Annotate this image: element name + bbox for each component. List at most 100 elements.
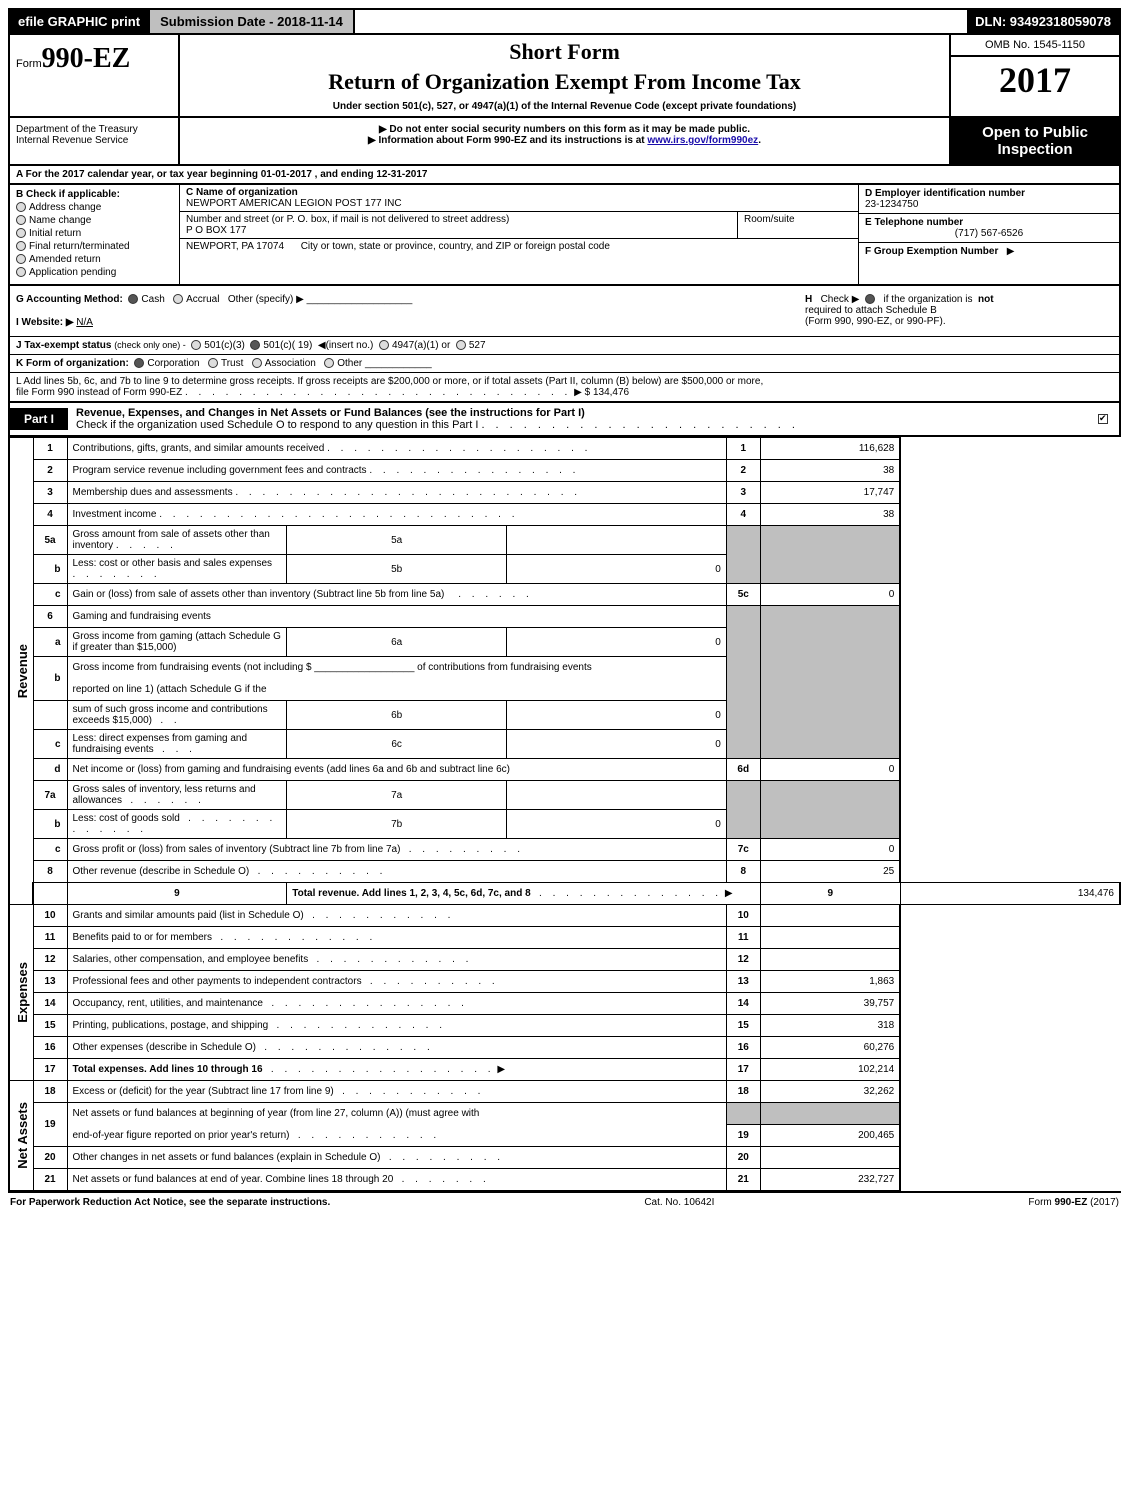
amt-7c: 0	[760, 839, 900, 861]
desc-15: Printing, publications, postage, and shi…	[67, 1015, 726, 1037]
table-row: Expenses 10 Grants and similar amounts p…	[9, 905, 1120, 927]
table-row: 9 Total revenue. Add lines 1, 2, 3, 4, 5…	[9, 883, 1120, 905]
h-not: not	[975, 294, 993, 305]
box-5b: 5b	[287, 555, 507, 584]
table-row: 21 Net assets or fund balances at end of…	[9, 1169, 1120, 1191]
l-text2: file Form 990 instead of Form 990-EZ	[16, 387, 182, 398]
chk-name-change[interactable]: Name change	[16, 215, 173, 226]
amt-15: 318	[760, 1015, 900, 1037]
num-7ab-shade	[726, 781, 760, 839]
table-row: 13 Professional fees and other payments …	[9, 971, 1120, 993]
num-21: 21	[726, 1169, 760, 1191]
desc-7c: Gross profit or (loss) from sales of inv…	[67, 839, 726, 861]
box-6b: 6b	[287, 701, 507, 730]
desc-6a: Gross income from gaming (attach Schedul…	[67, 628, 287, 657]
radio-accrual[interactable]	[173, 294, 183, 304]
num-15: 15	[726, 1015, 760, 1037]
radio-other[interactable]	[324, 358, 334, 368]
side-revenue: Revenue	[9, 438, 33, 905]
part-i-title: Revenue, Expenses, and Changes in Net As…	[68, 403, 1090, 435]
num-6d: 6d	[726, 759, 760, 781]
ln-5a: 5a	[33, 526, 67, 555]
g-other: Other (specify) ▶	[228, 294, 304, 305]
a-mid: , and ending	[315, 169, 377, 180]
k-trust: Trust	[221, 358, 243, 369]
h-checkbox[interactable]	[865, 294, 875, 304]
part-i-checkbox[interactable]	[1090, 409, 1119, 429]
num-19: 19	[726, 1125, 760, 1147]
e-label: E Telephone number	[865, 217, 1113, 228]
chk-final-return[interactable]: Final return/terminated	[16, 241, 173, 252]
chk-application-pending[interactable]: Application pending	[16, 267, 173, 278]
desc-6b-3: sum of such gross income and contributio…	[67, 701, 287, 730]
page-footer: For Paperwork Reduction Act Notice, see …	[8, 1191, 1121, 1212]
radio-501c3[interactable]	[191, 340, 201, 350]
box-5a: 5a	[287, 526, 507, 555]
num-14: 14	[726, 993, 760, 1015]
ln-5c: c	[33, 584, 67, 606]
desc-12: Salaries, other compensation, and employ…	[67, 949, 726, 971]
form-header: Form990-EZ Short Form Return of Organiza…	[8, 35, 1121, 118]
table-row: c Gross profit or (loss) from sales of i…	[9, 839, 1120, 861]
instruction-1: ▶ Do not enter social security numbers o…	[186, 124, 943, 135]
radio-corp[interactable]	[134, 358, 144, 368]
num-16: 16	[726, 1037, 760, 1059]
telephone-value: (717) 567-6526	[865, 228, 1113, 239]
part-i-header: Part I Revenue, Expenses, and Changes in…	[8, 403, 1121, 437]
sub-7a	[507, 781, 727, 810]
c-label: C Name of organization	[186, 187, 852, 198]
radio-4947[interactable]	[379, 340, 389, 350]
ln-17: 17	[33, 1059, 67, 1081]
num-12: 12	[726, 949, 760, 971]
radio-cash[interactable]	[128, 294, 138, 304]
footer-right: Form 990-EZ (2017)	[1028, 1197, 1119, 1208]
sub-7b: 0	[507, 810, 727, 839]
chk-initial-return[interactable]: Initial return	[16, 228, 173, 239]
section-bcdef: B Check if applicable: Address change Na…	[8, 185, 1121, 286]
part-i-badge: Part I	[10, 408, 68, 430]
num-13: 13	[726, 971, 760, 993]
amt-5ab-shade	[760, 526, 900, 584]
part-i-check-text: Check if the organization used Schedule …	[76, 419, 478, 431]
open-public-1: Open to Public	[955, 124, 1115, 141]
side-revenue-label: Revenue	[15, 644, 30, 698]
form-prefix: Form	[16, 58, 42, 70]
desc-14: Occupancy, rent, utilities, and maintena…	[67, 993, 726, 1015]
desc-3: Membership dues and assessments . . . . …	[67, 482, 726, 504]
amt-8: 25	[760, 861, 900, 883]
table-row: 7a Gross sales of inventory, less return…	[9, 781, 1120, 810]
radio-527[interactable]	[456, 340, 466, 350]
table-row: 8 Other revenue (describe in Schedule O)…	[9, 861, 1120, 883]
radio-assoc[interactable]	[252, 358, 262, 368]
l-dots: . . . . . . . . . . . . . . . . . . . . …	[185, 387, 571, 398]
box-7b: 7b	[287, 810, 507, 839]
desc-16: Other expenses (describe in Schedule O) …	[67, 1037, 726, 1059]
room-suite-label: Room/suite	[744, 214, 852, 225]
desc-6c: Less: direct expenses from gaming and fu…	[67, 730, 287, 759]
desc-18: Excess or (deficit) for the year (Subtra…	[67, 1081, 726, 1103]
instructions-link[interactable]: www.irs.gov/form990ez	[647, 135, 758, 146]
ln-11: 11	[33, 927, 67, 949]
section-a: A For the 2017 calendar year, or tax yea…	[8, 166, 1121, 185]
chk-address-change[interactable]: Address change	[16, 202, 173, 213]
num-2: 2	[726, 460, 760, 482]
k-label: K Form of organization:	[16, 358, 129, 369]
a-pre: A For the 2017 calendar year, or tax yea…	[16, 169, 261, 180]
amt-14: 39,757	[760, 993, 900, 1015]
table-row: d Net income or (loss) from gaming and f…	[9, 759, 1120, 781]
radio-501c[interactable]	[250, 340, 260, 350]
amt-19: 200,465	[760, 1125, 900, 1147]
desc-6b-2: reported on line 1) (attach Schedule G i…	[67, 679, 726, 701]
org-address: P O BOX 177	[186, 225, 731, 236]
j-note: (check only one) -	[114, 340, 186, 350]
org-city: NEWPORT, PA 17074	[186, 241, 284, 252]
chk-amended-return[interactable]: Amended return	[16, 254, 173, 265]
omb-number: OMB No. 1545-1150	[951, 35, 1119, 57]
l-amount: $ 134,476	[585, 387, 630, 398]
radio-trust[interactable]	[208, 358, 218, 368]
c-addr-label: Number and street (or P. O. box, if mail…	[186, 214, 731, 225]
amt-5c: 0	[760, 584, 900, 606]
amt-10	[760, 905, 900, 927]
ln-13: 13	[33, 971, 67, 993]
k-corp: Corporation	[147, 358, 199, 369]
